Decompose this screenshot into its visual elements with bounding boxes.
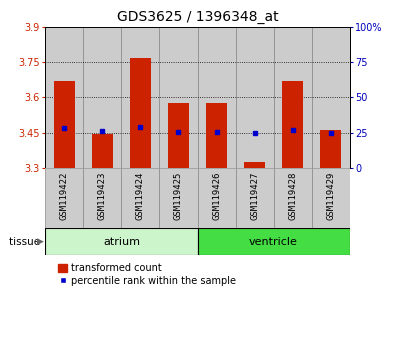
FancyBboxPatch shape	[235, 168, 273, 228]
FancyBboxPatch shape	[45, 168, 83, 228]
Text: atrium: atrium	[103, 236, 140, 247]
Bar	[83, 27, 121, 168]
Bar	[320, 130, 341, 168]
FancyBboxPatch shape	[198, 168, 235, 228]
Text: GSM119422: GSM119422	[60, 171, 69, 219]
FancyBboxPatch shape	[83, 168, 122, 228]
Legend: transformed count, percentile rank within the sample: transformed count, percentile rank withi…	[58, 263, 236, 286]
Text: GSM119424: GSM119424	[136, 171, 145, 219]
Bar	[312, 27, 350, 168]
Bar	[45, 27, 83, 168]
Bar	[54, 81, 75, 168]
Text: GSM119425: GSM119425	[174, 171, 183, 219]
FancyBboxPatch shape	[312, 168, 350, 228]
Bar	[273, 27, 312, 168]
Bar	[198, 228, 350, 255]
Text: ventricle: ventricle	[249, 236, 298, 247]
Bar	[160, 27, 198, 168]
Bar	[168, 103, 189, 168]
FancyBboxPatch shape	[273, 168, 312, 228]
Text: GSM119429: GSM119429	[326, 171, 335, 219]
Bar	[45, 228, 198, 255]
FancyBboxPatch shape	[160, 168, 198, 228]
Text: GSM119423: GSM119423	[98, 171, 107, 219]
Bar	[122, 27, 160, 168]
Bar	[198, 27, 235, 168]
FancyBboxPatch shape	[122, 168, 160, 228]
Bar	[206, 103, 227, 168]
Text: tissue: tissue	[9, 236, 43, 247]
Text: GSM119427: GSM119427	[250, 171, 259, 219]
Bar	[130, 58, 151, 168]
Text: ▶: ▶	[37, 237, 43, 246]
Text: GSM119428: GSM119428	[288, 171, 297, 219]
Bar	[244, 162, 265, 168]
Text: GSM119426: GSM119426	[212, 171, 221, 219]
Bar	[282, 81, 303, 168]
Bar	[235, 27, 273, 168]
Bar	[92, 135, 113, 168]
Title: GDS3625 / 1396348_at: GDS3625 / 1396348_at	[117, 10, 278, 24]
